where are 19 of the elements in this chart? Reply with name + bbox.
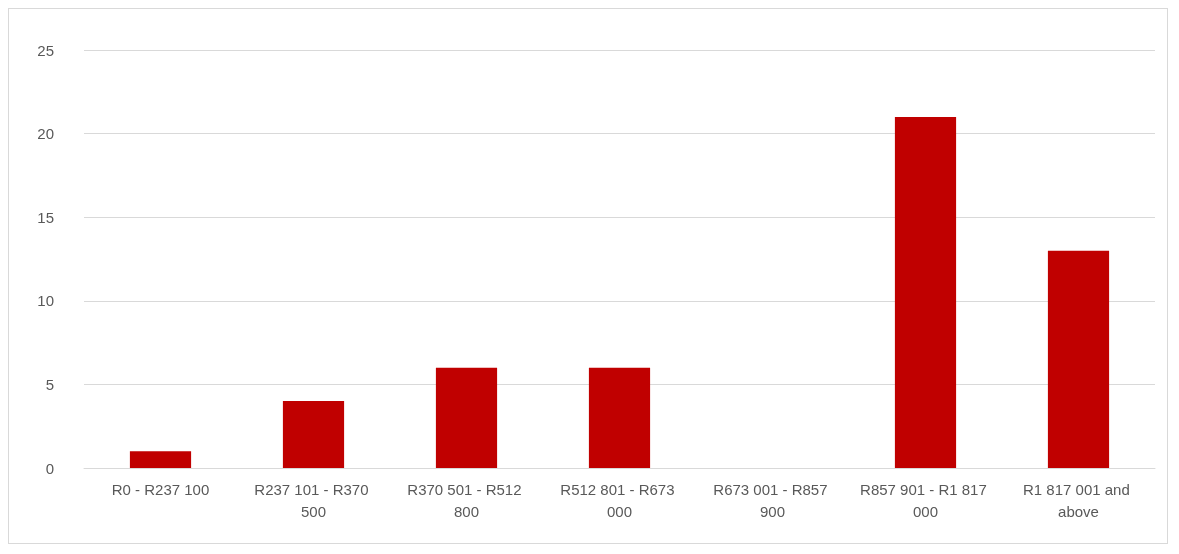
x-tick-label: R370 501 - R512 800 <box>407 480 526 520</box>
bar <box>129 451 192 468</box>
y-tick-label: 25 <box>37 41 54 59</box>
x-tick-label: R237 101 - R370 500 <box>254 480 373 520</box>
bar <box>282 401 345 468</box>
bar <box>435 367 498 468</box>
bar <box>1047 250 1110 468</box>
y-tick-label: 0 <box>45 459 54 477</box>
y-tick-label: 5 <box>45 375 54 393</box>
x-tick-label: R857 901 - R1 817 000 <box>860 480 991 520</box>
x-tick-label: R512 801 - R673 000 <box>560 480 679 520</box>
bar <box>588 367 651 468</box>
y-tick-label: 10 <box>37 292 54 310</box>
x-tick-label: R673 001 - R857 900 <box>713 480 832 520</box>
y-tick-label: 15 <box>37 208 54 226</box>
bar <box>894 116 957 468</box>
x-tick-label: R1 817 001 and above <box>1023 480 1134 520</box>
y-tick-label: 20 <box>37 125 54 143</box>
x-tick-label: R0 - R237 100 <box>111 480 210 498</box>
